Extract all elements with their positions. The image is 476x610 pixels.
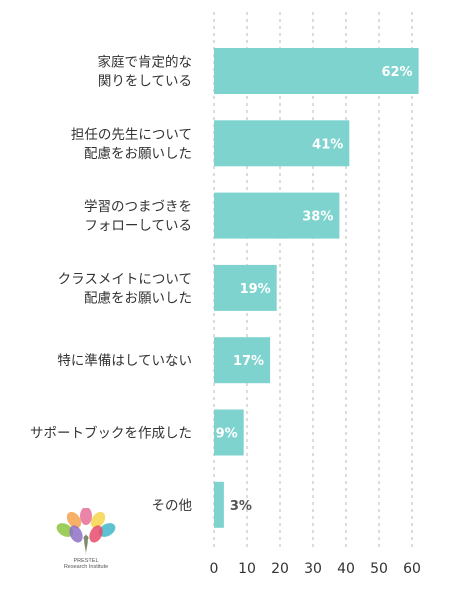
category-label: クラスメイトについて配慮をお願いした — [58, 271, 192, 306]
value-label: 38% — [302, 210, 333, 225]
category-label-line: 配慮をお願いした — [84, 146, 192, 162]
logo: PRESTEL Research Institute — [52, 507, 120, 578]
value-label: 3% — [230, 499, 252, 514]
category-label: 特に準備はしていない — [57, 353, 192, 369]
category-label: サポートブックを作成した — [30, 425, 192, 442]
logo-head — [83, 535, 89, 541]
category-label-line: その他 — [152, 498, 193, 514]
value-label: 17% — [233, 354, 264, 369]
x-tick-label: 20 — [271, 561, 289, 577]
logo-leaf — [90, 511, 106, 529]
category-label-line: フォローしている — [84, 218, 192, 234]
logo-leaf — [56, 523, 74, 537]
category-label: その他 — [152, 498, 193, 514]
bar — [214, 192, 340, 239]
category-label-line: 学習のつまづきを — [84, 199, 192, 215]
x-axis-tick-labels: 0 10 20 30 40 50 60 — [210, 561, 421, 577]
value-label: 62% — [381, 65, 412, 80]
value-label: 19% — [240, 282, 271, 297]
category-label-line: 関りをしている — [98, 74, 192, 90]
category-label: 学習のつまづきをフォローしている — [84, 199, 192, 234]
bar — [214, 409, 244, 456]
bar — [214, 120, 350, 167]
category-label-line: 担任の先生について — [71, 127, 192, 143]
logo-subtitle: Research Institute — [63, 564, 109, 570]
category-label-line: 特に準備はしていない — [57, 353, 192, 369]
bars — [214, 48, 419, 528]
value-labels: 62% 41% 38% 19% 17% 9% 3% — [216, 65, 413, 514]
bar — [214, 264, 277, 311]
x-tick-label: 40 — [337, 561, 355, 577]
category-label-line: サポートブックを作成した — [30, 425, 192, 442]
category-label: 担任の先生について配慮をお願いした — [71, 127, 192, 162]
bar — [214, 48, 419, 94]
x-tick-label: 10 — [238, 561, 256, 577]
category-label-line: クラスメイトについて — [58, 271, 192, 287]
logo-leaf — [69, 525, 83, 543]
value-label: 41% — [312, 137, 343, 152]
category-label-line: 配慮をお願いした — [84, 290, 192, 306]
tree-logo-icon — [56, 507, 116, 556]
category-labels: 家庭で肯定的な関りをしている担任の先生について配慮をお願いした学習のつまづきをフ… — [30, 54, 192, 514]
logo-leaf — [66, 511, 82, 529]
bar — [214, 481, 224, 528]
x-tick-label: 60 — [403, 561, 421, 577]
value-label: 9% — [216, 427, 238, 442]
bar — [214, 337, 271, 384]
logo-leaf — [89, 525, 103, 543]
logo-leaf — [98, 523, 116, 537]
category-label: 家庭で肯定的な関りをしている — [98, 54, 193, 90]
x-tick-label: 0 — [210, 561, 219, 577]
x-tick-label: 50 — [370, 561, 388, 577]
logo-name: PRESTEL — [73, 558, 99, 564]
x-tick-label: 30 — [304, 561, 322, 577]
logo-leaf — [80, 507, 92, 525]
category-label-line: 家庭で肯定的な — [98, 54, 193, 71]
